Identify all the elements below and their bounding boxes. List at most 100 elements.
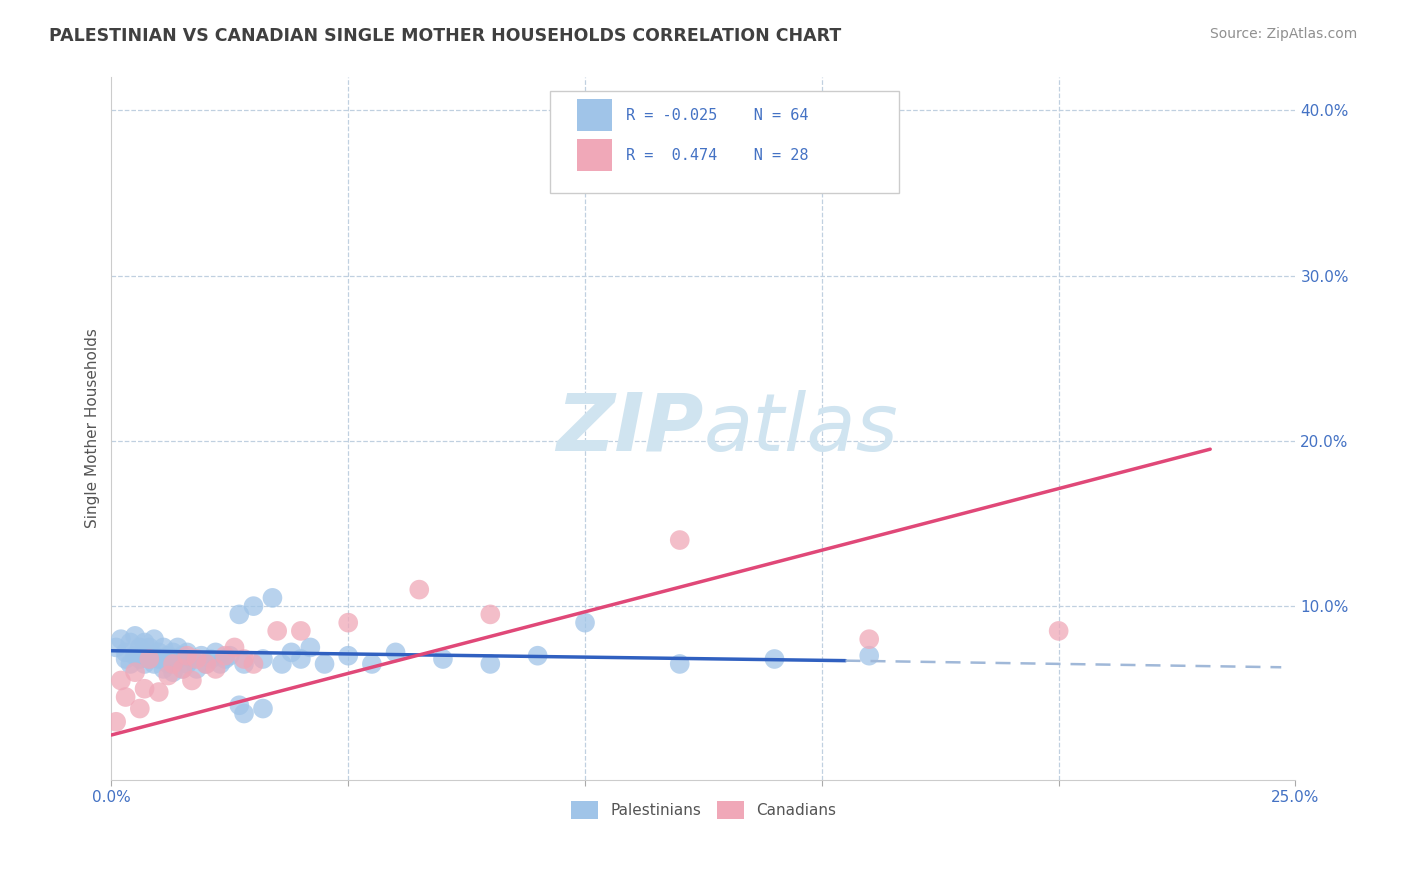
Point <box>218 648 240 663</box>
Point <box>134 645 156 659</box>
Point <box>280 645 302 659</box>
Point <box>204 662 226 676</box>
Point <box>290 624 312 638</box>
Legend: Palestinians, Canadians: Palestinians, Canadians <box>565 795 842 824</box>
Point <box>143 648 166 663</box>
Point <box>233 657 256 671</box>
Point <box>148 645 170 659</box>
Point <box>162 665 184 680</box>
Point <box>186 662 208 676</box>
Point <box>763 652 786 666</box>
Point <box>120 635 142 649</box>
Point <box>858 648 880 663</box>
Point <box>114 652 136 666</box>
Point <box>214 652 236 666</box>
Point <box>172 662 194 676</box>
Text: atlas: atlas <box>703 390 898 467</box>
Point <box>143 657 166 671</box>
Point <box>526 648 548 663</box>
Point <box>134 681 156 696</box>
Text: ZIP: ZIP <box>555 390 703 467</box>
Point <box>138 652 160 666</box>
Bar <box>576 139 612 171</box>
Point <box>172 648 194 663</box>
Point <box>162 645 184 659</box>
Point <box>128 701 150 715</box>
Point <box>128 652 150 666</box>
Point <box>314 657 336 671</box>
Point <box>337 648 360 663</box>
Point <box>228 607 250 622</box>
Point <box>262 591 284 605</box>
Point <box>233 652 256 666</box>
Point <box>176 648 198 663</box>
Point <box>195 657 218 671</box>
Point <box>124 665 146 680</box>
Point <box>668 657 690 671</box>
Text: R =  0.474    N = 28: R = 0.474 N = 28 <box>627 147 808 162</box>
Point <box>361 657 384 671</box>
Point <box>479 657 502 671</box>
Point <box>432 652 454 666</box>
Point <box>181 673 204 688</box>
Point <box>138 640 160 655</box>
Point <box>266 624 288 638</box>
Point <box>110 673 132 688</box>
Point <box>162 657 184 671</box>
Point <box>120 657 142 671</box>
Point <box>176 645 198 659</box>
Point <box>299 640 322 655</box>
Point <box>290 652 312 666</box>
Point <box>157 668 180 682</box>
Point <box>157 648 180 663</box>
Point <box>242 657 264 671</box>
Point <box>1047 624 1070 638</box>
Point <box>271 657 294 671</box>
Point <box>479 607 502 622</box>
Point <box>110 632 132 647</box>
Point <box>172 662 194 676</box>
Point <box>204 645 226 659</box>
Point <box>252 652 274 666</box>
Point <box>195 657 218 671</box>
Point <box>384 645 406 659</box>
Point <box>214 648 236 663</box>
Point <box>148 685 170 699</box>
Point <box>105 714 128 729</box>
Point <box>186 652 208 666</box>
Bar <box>576 99 612 131</box>
Point <box>128 640 150 655</box>
Point <box>114 645 136 659</box>
Point <box>337 615 360 630</box>
Point <box>157 657 180 671</box>
Point <box>181 652 204 666</box>
Point <box>200 652 222 666</box>
Y-axis label: Single Mother Households: Single Mother Households <box>86 328 100 528</box>
Point <box>166 640 188 655</box>
Text: R = -0.025    N = 64: R = -0.025 N = 64 <box>627 108 808 123</box>
Text: Source: ZipAtlas.com: Source: ZipAtlas.com <box>1209 27 1357 41</box>
Point <box>252 701 274 715</box>
Point <box>190 648 212 663</box>
Point <box>138 652 160 666</box>
Point <box>152 662 174 676</box>
Point <box>166 652 188 666</box>
Point <box>114 690 136 704</box>
Point <box>858 632 880 647</box>
Point <box>574 615 596 630</box>
Point <box>242 599 264 614</box>
Text: PALESTINIAN VS CANADIAN SINGLE MOTHER HOUSEHOLDS CORRELATION CHART: PALESTINIAN VS CANADIAN SINGLE MOTHER HO… <box>49 27 841 45</box>
Point <box>209 657 232 671</box>
Point <box>408 582 430 597</box>
FancyBboxPatch shape <box>550 92 898 194</box>
Point <box>176 657 198 671</box>
Point <box>233 706 256 721</box>
Point <box>143 632 166 647</box>
Point <box>228 698 250 713</box>
Point <box>134 657 156 671</box>
Point <box>124 648 146 663</box>
Point <box>124 629 146 643</box>
Point <box>134 635 156 649</box>
Point <box>668 533 690 547</box>
Point <box>148 652 170 666</box>
